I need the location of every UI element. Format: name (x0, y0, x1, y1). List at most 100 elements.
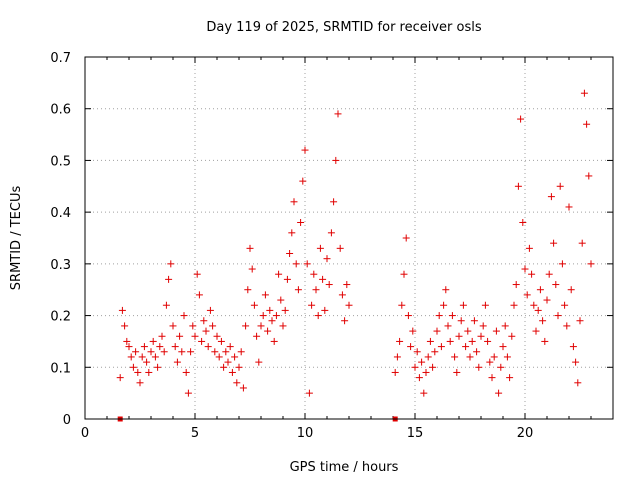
data-point (501, 322, 509, 330)
data-point (165, 275, 173, 283)
data-point (180, 312, 188, 320)
data-point (473, 348, 481, 356)
data-point (558, 260, 566, 268)
data-point (143, 358, 151, 366)
data-point (319, 275, 327, 283)
data-point (457, 317, 465, 325)
data-point (499, 343, 507, 351)
data-point (536, 286, 544, 294)
data-point (257, 322, 265, 330)
data-point (237, 348, 245, 356)
data-point (200, 317, 208, 325)
data-point (149, 337, 157, 345)
data-point (429, 363, 437, 371)
y-tick-label: 0.5 (50, 154, 71, 169)
data-point (459, 301, 467, 309)
data-point (492, 327, 500, 335)
data-point (453, 368, 461, 376)
data-point (266, 306, 274, 314)
data-point (585, 172, 593, 180)
data-point (578, 239, 586, 247)
data-point (327, 229, 335, 237)
data-point (521, 265, 529, 273)
data-point (312, 286, 320, 294)
data-point (173, 358, 181, 366)
data-point (259, 312, 267, 320)
data-point (268, 317, 276, 325)
data-point (121, 322, 129, 330)
data-point (576, 317, 584, 325)
data-point (171, 343, 179, 351)
data-point (554, 312, 562, 320)
data-point (231, 353, 239, 361)
data-point (486, 358, 494, 366)
x-tick-label: 15 (407, 426, 424, 441)
y-tick-label: 0.3 (50, 258, 71, 273)
data-point (440, 301, 448, 309)
data-point (567, 286, 575, 294)
data-point (191, 332, 199, 340)
data-point (301, 146, 309, 154)
data-point (316, 244, 324, 252)
data-point (140, 343, 148, 351)
data-point (580, 89, 588, 97)
data-point (345, 301, 353, 309)
y-tick-label: 0.7 (50, 51, 71, 66)
plot-frame (84, 56, 614, 420)
data-point (530, 301, 538, 309)
data-point (228, 368, 236, 376)
data-point (211, 348, 219, 356)
data-point (409, 327, 417, 335)
data-point (341, 317, 349, 325)
data-point (297, 218, 305, 226)
data-point (255, 358, 263, 366)
data-point (129, 363, 137, 371)
data-point (195, 291, 203, 299)
data-point (437, 343, 445, 351)
data-point (169, 322, 177, 330)
data-point (547, 193, 555, 201)
data-point (308, 301, 316, 309)
data-point (151, 353, 159, 361)
data-point (217, 337, 225, 345)
data-point (336, 244, 344, 252)
data-point (147, 348, 155, 356)
data-point (587, 260, 595, 268)
data-point (176, 332, 184, 340)
data-point (209, 322, 217, 330)
data-point (539, 317, 547, 325)
data-point (455, 332, 463, 340)
data-point (264, 327, 272, 335)
data-point (420, 389, 428, 397)
data-point (283, 275, 291, 283)
data-point (413, 348, 421, 356)
data-point (431, 348, 439, 356)
data-point (226, 343, 234, 351)
data-point (475, 363, 483, 371)
data-point (391, 368, 399, 376)
data-point (552, 281, 560, 289)
data-point (448, 312, 456, 320)
data-point (330, 198, 338, 206)
data-point (145, 368, 153, 376)
data-point (244, 286, 252, 294)
data-point (569, 343, 577, 351)
data-point (343, 281, 351, 289)
data-point (290, 198, 298, 206)
data-point (160, 348, 168, 356)
data-point (433, 327, 441, 335)
data-point (220, 363, 228, 371)
y-tick-label: 0.2 (50, 310, 71, 325)
data-point (424, 353, 432, 361)
data-point (512, 281, 520, 289)
data-point (497, 363, 505, 371)
data-point (136, 379, 144, 387)
data-point (523, 291, 531, 299)
data-point (323, 255, 331, 263)
data-point (583, 120, 591, 128)
data-point (286, 250, 294, 258)
data-point (206, 306, 214, 314)
y-axis-label: SRMTID / TECUs (9, 186, 24, 291)
data-point (565, 203, 573, 211)
data-point (466, 353, 474, 361)
